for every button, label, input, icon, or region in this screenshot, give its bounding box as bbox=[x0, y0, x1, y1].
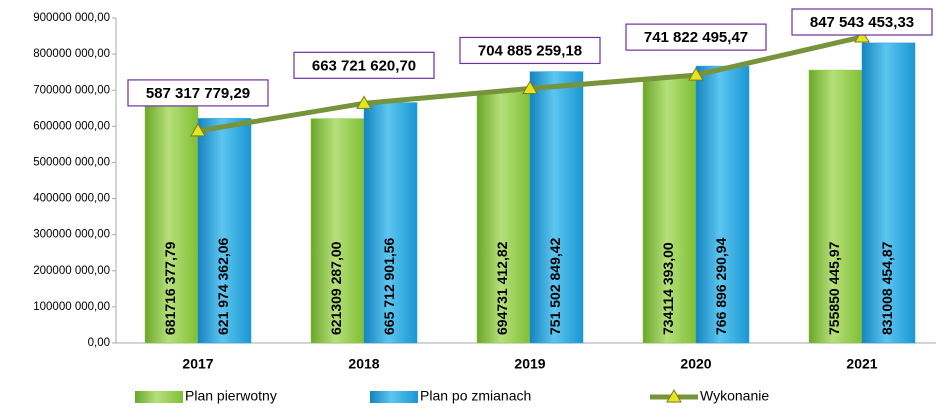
x-tick-label: 2019 bbox=[514, 356, 545, 372]
x-tick-label: 2017 bbox=[182, 356, 213, 372]
value-label: 694731 412,82 bbox=[494, 241, 510, 335]
legend-swatch bbox=[666, 389, 682, 403]
value-label: 755850 445,97 bbox=[826, 241, 842, 335]
bar bbox=[144, 96, 199, 344]
y-tick-label: 500000 000,00 bbox=[33, 156, 110, 168]
value-label: 847 543 453,33 bbox=[810, 14, 914, 31]
y-tick-label: 600000 000,00 bbox=[33, 120, 110, 132]
legend-label: Wykonanie bbox=[700, 388, 769, 404]
bar bbox=[197, 118, 252, 344]
value-label: 621309 287,00 bbox=[328, 241, 344, 335]
value-label-box bbox=[459, 36, 601, 65]
legend-label: Plan pierwotny bbox=[185, 388, 277, 404]
value-label: 766 896 290,94 bbox=[713, 237, 729, 335]
marker bbox=[854, 28, 870, 43]
value-label-box bbox=[625, 23, 767, 51]
legend-label: Plan po zmianach bbox=[420, 388, 531, 404]
y-tick-label: 100000 000,00 bbox=[33, 301, 110, 313]
value-label: 681716 377,79 bbox=[162, 241, 178, 335]
y-tick-label: 200000 000,00 bbox=[33, 265, 110, 277]
y-tick-label: 0,00 bbox=[88, 337, 110, 349]
value-label: 734114 393,00 bbox=[660, 242, 676, 335]
marker bbox=[356, 95, 372, 109]
legend-swatch bbox=[370, 391, 418, 403]
y-tick-label: 700000 000,00 bbox=[33, 84, 110, 96]
y-tick-label: 800000 000,00 bbox=[33, 48, 110, 60]
bar bbox=[695, 65, 750, 344]
value-label: 665 712 901,56 bbox=[381, 237, 397, 335]
marker bbox=[522, 80, 538, 94]
value-label-box bbox=[791, 8, 933, 36]
bar bbox=[363, 102, 418, 344]
value-label: 704 885 259,18 bbox=[478, 42, 582, 59]
legend-swatch bbox=[135, 391, 183, 403]
value-label: 741 822 495,47 bbox=[644, 29, 748, 46]
x-tick-label: 2020 bbox=[680, 356, 711, 372]
bar bbox=[310, 118, 365, 344]
y-tick-label: 300000 000,00 bbox=[33, 229, 110, 241]
bar bbox=[808, 69, 863, 344]
bar bbox=[529, 71, 584, 344]
x-tick-label: 2021 bbox=[846, 356, 877, 372]
value-label: 621 974 362,06 bbox=[215, 237, 231, 335]
value-label-box bbox=[293, 51, 435, 79]
y-tick-label: 400000 000,00 bbox=[33, 193, 110, 205]
value-label: 663 721 620,70 bbox=[312, 57, 416, 74]
marker bbox=[190, 122, 206, 137]
y-tick-label: 900000 000,00 bbox=[33, 12, 110, 24]
bar bbox=[861, 42, 916, 344]
marker bbox=[688, 67, 704, 81]
x-tick-label: 2018 bbox=[348, 356, 379, 372]
value-label: 587 317 779,29 bbox=[146, 85, 250, 102]
value-label: 831008 454,87 bbox=[879, 241, 895, 335]
value-label: 751 502 849,42 bbox=[547, 237, 563, 335]
value-label-box bbox=[127, 79, 269, 107]
